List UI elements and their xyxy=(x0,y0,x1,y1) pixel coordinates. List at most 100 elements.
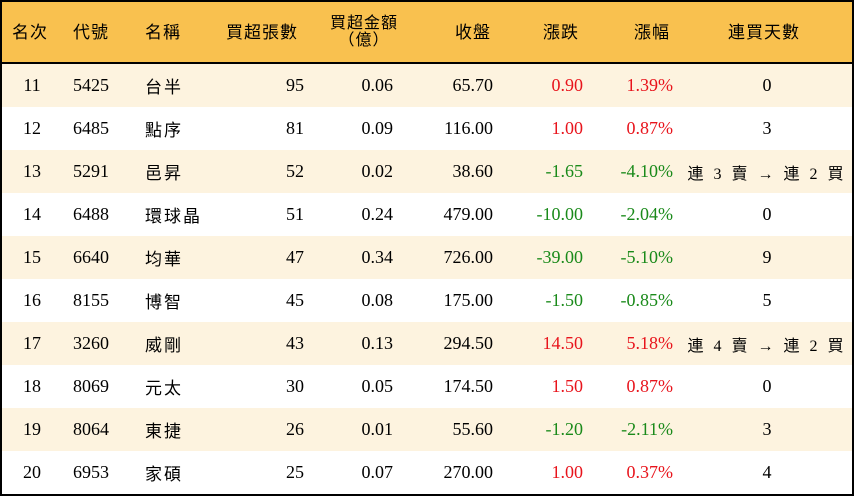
change-pct-cell: 1.39% xyxy=(626,75,674,95)
change-pct-cell: -5.10% xyxy=(620,247,674,267)
change-cell: -39.00 xyxy=(536,247,584,267)
net-buy-amount-cell: 0.01 xyxy=(361,419,394,439)
header-net-buy-amount-line1: 買超金額 xyxy=(329,15,398,32)
code-cell[interactable]: 8155 xyxy=(73,290,109,310)
net-buy-lots-cell: 95 xyxy=(286,75,304,95)
change-cell: -1.50 xyxy=(545,290,584,310)
name-cell[interactable]: 元太 xyxy=(145,379,183,398)
name-cell[interactable]: 威剛 xyxy=(145,336,183,355)
header-change-pct: 漲幅 xyxy=(634,22,670,42)
net-buy-amount-cell: 0.05 xyxy=(361,376,394,396)
change-pct-cell: -0.85% xyxy=(620,290,674,310)
consecutive-days-cell: 0 xyxy=(762,75,772,95)
code-cell[interactable]: 6485 xyxy=(73,118,109,138)
header-net-buy-lots: 買超張數 xyxy=(226,22,298,42)
name-cell[interactable]: 台半 xyxy=(145,78,183,97)
close-cell: 270.00 xyxy=(443,462,494,482)
rank-cell: 18 xyxy=(23,376,41,396)
header-name: 名稱 xyxy=(145,22,181,42)
net-buy-amount-cell: 0.08 xyxy=(361,290,394,310)
close-cell: 65.70 xyxy=(452,75,494,95)
consecutive-days-cell: 9 xyxy=(762,247,772,267)
close-cell: 726.00 xyxy=(443,247,494,267)
rank-cell: 13 xyxy=(23,161,41,181)
close-cell: 294.50 xyxy=(443,333,494,353)
close-cell: 116.00 xyxy=(444,118,493,138)
net-buy-lots-cell: 43 xyxy=(286,333,304,353)
rank-cell: 16 xyxy=(23,290,41,310)
change-cell: 0.90 xyxy=(551,75,584,95)
table-row[interactable]: 12 6485 點序 81 0.09 116.00 1.00 0.87% 3 xyxy=(2,107,852,150)
header-close: 收盤 xyxy=(455,22,491,42)
table-row[interactable]: 15 6640 均華 47 0.34 726.00 -39.00 -5.10% 9 xyxy=(2,236,852,279)
code-cell[interactable]: 8064 xyxy=(73,419,109,439)
change-cell: -1.20 xyxy=(545,419,584,439)
change-cell: -1.65 xyxy=(545,161,584,181)
close-cell: 55.60 xyxy=(452,419,494,439)
consecutive-days-cell: 4 xyxy=(762,462,772,482)
table-row[interactable]: 18 8069 元太 30 0.05 174.50 1.50 0.87% 0 xyxy=(2,365,852,408)
code-cell[interactable]: 8069 xyxy=(73,376,109,396)
change-pct-cell: -4.10% xyxy=(620,161,674,181)
table-row[interactable]: 16 8155 博智 45 0.08 175.00 -1.50 -0.85% 5 xyxy=(2,279,852,322)
name-cell[interactable]: 均華 xyxy=(145,250,183,269)
change-cell: 1.00 xyxy=(551,462,584,482)
consecutive-days-cell: 0 xyxy=(762,204,772,224)
net-buy-lots-cell: 52 xyxy=(286,161,304,181)
consecutive-days-cell: 連 4 賣 → 連 2 買 xyxy=(687,337,847,355)
name-cell[interactable]: 環球晶 xyxy=(145,207,202,226)
net-buy-lots-cell: 45 xyxy=(286,290,304,310)
consecutive-days-cell: 5 xyxy=(762,290,772,310)
header-rank: 名次 xyxy=(12,22,48,42)
rank-cell: 11 xyxy=(23,75,41,95)
name-cell[interactable]: 博智 xyxy=(145,293,183,312)
change-cell: 1.00 xyxy=(551,118,584,138)
code-cell[interactable]: 6953 xyxy=(73,462,109,482)
close-cell: 479.00 xyxy=(443,204,494,224)
change-pct-cell: 0.87% xyxy=(626,118,674,138)
close-cell: 174.50 xyxy=(443,376,494,396)
name-cell[interactable]: 東捷 xyxy=(145,422,183,441)
table-row[interactable]: 19 8064 東捷 26 0.01 55.60 -1.20 -2.11% 3 xyxy=(2,408,852,451)
code-cell[interactable]: 3260 xyxy=(73,333,109,353)
table-row[interactable]: 17 3260 威剛 43 0.13 294.50 14.50 5.18% 連 4 賣 → 連 … xyxy=(2,322,852,365)
rank-cell: 14 xyxy=(23,204,41,224)
net-buy-amount-cell: 0.09 xyxy=(361,118,394,138)
net-buy-lots-cell: 81 xyxy=(286,118,304,138)
change-pct-cell: 5.18% xyxy=(626,333,674,353)
name-cell[interactable]: 家碩 xyxy=(145,465,183,484)
header-net-buy-amount-line2: （億） xyxy=(338,32,390,49)
consecutive-days-cell: 3 xyxy=(762,118,772,138)
table-row[interactable]: 13 5291 邑昇 52 0.02 38.60 -1.65 -4.10% 連 3 賣 → 連 … xyxy=(2,150,852,193)
table-row[interactable]: 11 5425 台半 95 0.06 65.70 0.90 1.39% 0 xyxy=(2,64,852,107)
net-buy-amount-cell: 0.24 xyxy=(361,204,394,224)
code-cell[interactable]: 6640 xyxy=(73,247,109,267)
net-buy-amount-cell: 0.02 xyxy=(361,161,394,181)
header-net-buy-amount: 買超金額 （億） xyxy=(324,2,404,62)
net-buy-amount-cell: 0.13 xyxy=(361,333,394,353)
net-buy-amount-cell: 0.34 xyxy=(361,247,394,267)
name-cell[interactable]: 點序 xyxy=(145,121,183,140)
code-cell[interactable]: 6488 xyxy=(73,204,109,224)
net-buy-lots-cell: 51 xyxy=(286,204,304,224)
net-buy-lots-cell: 26 xyxy=(286,419,304,439)
header-change: 漲跌 xyxy=(543,22,579,42)
change-pct-cell: -2.04% xyxy=(620,204,674,224)
close-cell: 175.00 xyxy=(443,290,494,310)
net-buy-amount-cell: 0.06 xyxy=(361,75,394,95)
header-consecutive-days: 連買天數 xyxy=(728,22,800,42)
change-cell: 1.50 xyxy=(551,376,584,396)
consecutive-days-cell: 連 3 賣 → 連 2 買 xyxy=(687,165,847,183)
table-header: 名次 代號 名稱 買超張數 買超金額 （億） 收盤 漲跌 漲幅 連買天數 xyxy=(2,2,852,64)
change-cell: 14.50 xyxy=(542,333,584,353)
header-code: 代號 xyxy=(73,22,109,42)
table-row[interactable]: 20 6953 家碩 25 0.07 270.00 1.00 0.37% 4 xyxy=(2,451,852,494)
rank-cell: 19 xyxy=(23,419,41,439)
close-cell: 38.60 xyxy=(452,161,494,181)
rank-cell: 20 xyxy=(23,462,41,482)
table-row[interactable]: 14 6488 環球晶 51 0.24 479.00 -10.00 -2.04% 0 xyxy=(2,193,852,236)
code-cell[interactable]: 5425 xyxy=(73,75,109,95)
name-cell[interactable]: 邑昇 xyxy=(145,164,183,183)
code-cell[interactable]: 5291 xyxy=(73,161,109,181)
